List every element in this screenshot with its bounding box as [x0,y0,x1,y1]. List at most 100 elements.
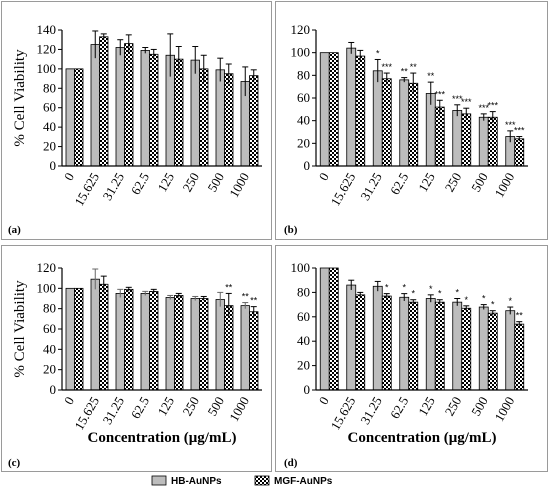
panel-label: (d) [284,457,298,469]
significance-mark: * [376,48,380,58]
panel-frame-b [275,1,548,240]
significance-mark: *** [452,94,463,104]
bar-hb-aunps [346,47,357,167]
x-tick-label: 0 [316,170,332,183]
x-tick-label: 125 [154,170,177,194]
significance-mark: * [464,295,468,305]
x-tick-label: 15.625 [327,394,358,432]
y-tick-label: 60 [297,90,310,105]
bar-hb-aunps [478,116,489,167]
x-tick-label: 62.5 [128,170,152,197]
bar-mgf-aunps [381,295,392,391]
bar-hb-aunps [90,44,100,167]
x-tick-label: 31.25 [99,394,127,427]
bar-hb-aunps [215,299,225,391]
y-tick-label: 120 [37,260,57,275]
x-tick-label: 1000 [491,394,517,424]
bar-hb-aunps [190,59,200,167]
significance-mark: ** [401,67,409,77]
bar-mgf-aunps [149,53,159,167]
x-tick-label: 0 [61,170,77,183]
y-tick-label: 100 [291,45,311,60]
bar-hb-aunps [190,298,200,391]
x-tick-label: 31.25 [99,170,127,203]
bar-mgf-aunps [99,283,109,391]
x-tick-label: 1000 [491,170,517,200]
panel-frame-d [275,245,548,472]
significance-mark: * [455,288,459,298]
bar-hb-aunps [478,306,489,391]
significance-mark: ** [250,296,258,306]
bar-hb-aunps [452,110,463,167]
bar-hb-aunps [165,297,175,391]
significance-mark: * [508,296,512,306]
bar-hb-aunps [505,310,516,391]
significance-mark: ** [225,282,233,292]
significance-mark: ** [242,292,250,302]
legend-swatch-mgf [254,475,270,486]
bar-mgf-aunps [174,295,184,391]
x-axis-title: Concentration (μg/mL) [348,430,497,446]
x-axis-title: Concentration (μg/mL) [88,430,237,446]
significance-mark: *** [514,126,525,136]
bar-mgf-aunps [249,311,259,391]
x-tick-label: 15.625 [327,170,358,208]
bar-mgf-aunps [249,75,259,167]
y-tick-label: 60 [43,100,56,115]
y-tick-label: 100 [37,61,57,76]
y-tick-label: 0 [304,382,311,397]
x-tick-label: 1000 [226,394,252,424]
y-tick-label: 80 [297,284,310,299]
x-tick-label: 500 [204,170,227,194]
x-tick-label: 250 [179,394,202,418]
panel-frame-c [1,245,272,472]
significance-mark: ** [427,71,435,81]
bar-mgf-aunps [199,68,209,167]
panel-label: (c) [8,457,21,469]
bar-mgf-aunps [199,298,209,391]
significance-mark: * [385,283,389,293]
x-tick-label: 125 [415,170,438,194]
bar-hb-aunps [140,50,150,167]
bar-mgf-aunps [355,294,366,391]
y-tick-label: 20 [297,358,310,373]
bar-mgf-aunps [224,73,234,167]
y-tick-label: 20 [43,362,56,377]
bar-hb-aunps [65,287,75,391]
y-tick-label: 40 [43,341,56,356]
bar-mgf-aunps [487,312,498,391]
y-tick-label: 120 [291,22,311,37]
bar-mgf-aunps [514,138,525,167]
bar-hb-aunps [399,296,410,391]
y-tick-label: 60 [297,309,310,324]
significance-mark: *** [478,103,489,113]
legend-label-hb: HB-AuNPs [171,476,222,487]
y-tick-label: 40 [43,119,56,134]
y-tick-label: 60 [43,321,56,336]
bar-mgf-aunps [174,58,184,167]
bar-mgf-aunps [224,305,234,391]
y-axis-title: % Cell Viability [12,280,28,378]
legend-label-mgf: MGF-AuNPs [274,476,333,487]
y-tick-label: 20 [297,135,310,150]
x-tick-label: 62.5 [128,394,152,421]
bar-mgf-aunps [99,36,109,167]
significance-mark: * [411,289,415,299]
bar-hb-aunps [372,285,383,391]
bar-mgf-aunps [124,288,134,391]
x-tick-label: 0 [61,394,77,407]
x-tick-label: 250 [442,394,465,418]
bar-mgf-aunps [74,68,84,167]
significance-mark: ** [516,311,524,321]
bar-mgf-aunps [408,82,419,167]
bar-mgf-aunps [74,287,84,391]
x-tick-label: 1000 [226,170,252,200]
y-tick-label: 20 [43,139,56,154]
x-tick-label: 15.625 [71,394,102,432]
significance-mark: *** [434,89,445,99]
bar-mgf-aunps [434,106,445,167]
significance-mark: * [429,284,433,294]
